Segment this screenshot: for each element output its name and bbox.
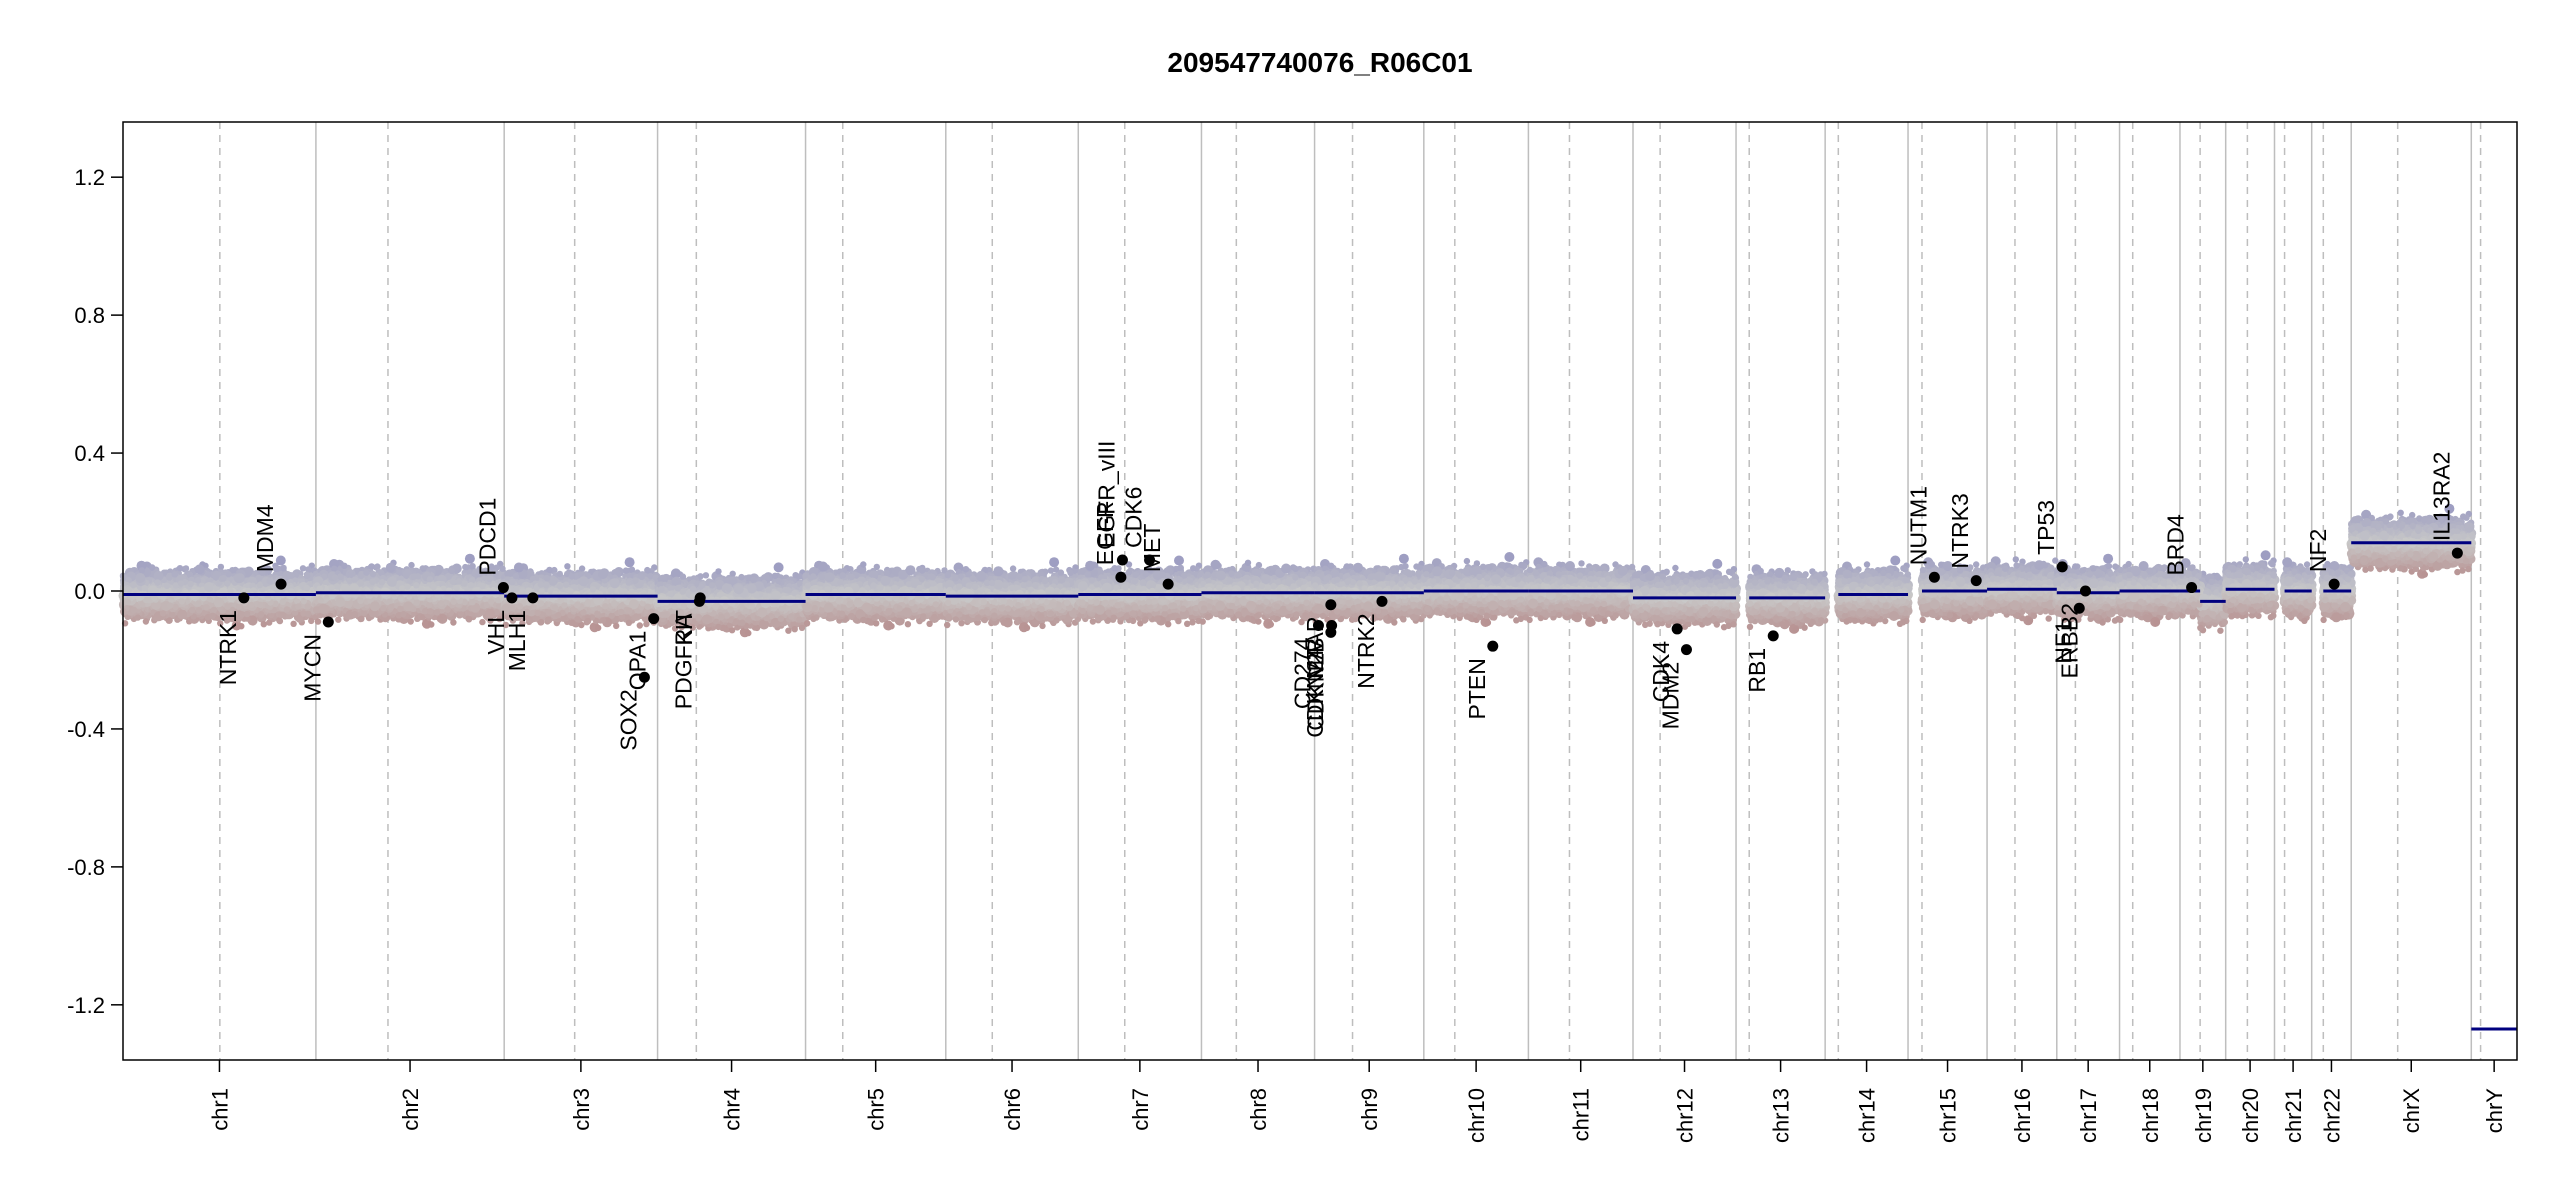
probe-point	[290, 621, 296, 627]
probe-point	[218, 564, 224, 570]
chart-title: 209547740076_R06C01	[1167, 47, 1472, 78]
probe-points	[119, 504, 2477, 638]
probe-point	[266, 619, 272, 625]
